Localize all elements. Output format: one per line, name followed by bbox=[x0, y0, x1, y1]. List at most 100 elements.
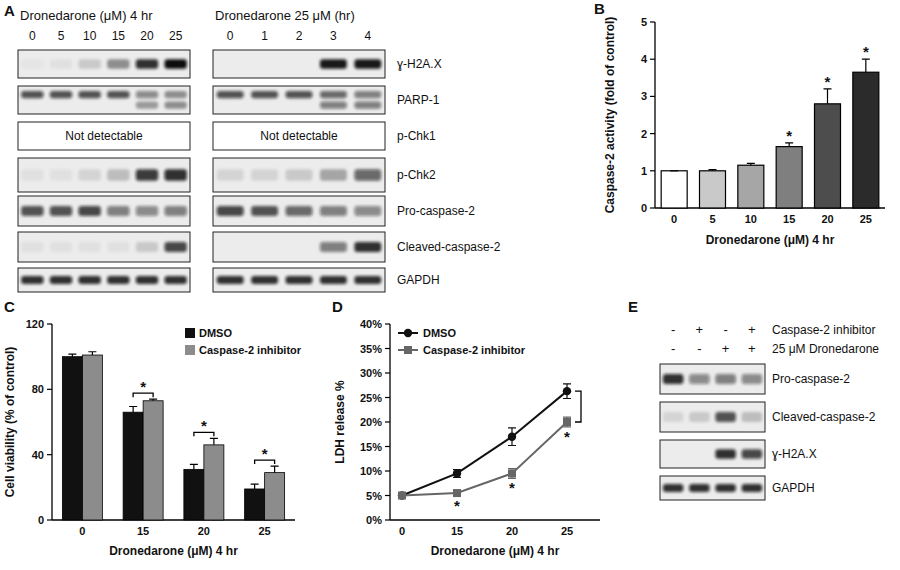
error-bar bbox=[747, 163, 755, 165]
x-tick-label: 0 bbox=[79, 525, 85, 537]
bar bbox=[62, 357, 82, 520]
blot-band bbox=[354, 276, 381, 284]
blot-band bbox=[286, 206, 313, 216]
blot-band bbox=[164, 59, 186, 69]
y-tick-label: 0 bbox=[641, 202, 647, 214]
blot-band bbox=[320, 276, 347, 284]
plot-area bbox=[62, 352, 284, 520]
y-tick bbox=[385, 470, 390, 471]
marker bbox=[563, 387, 571, 395]
legend-entry: Caspase-2 inhibitor bbox=[423, 344, 526, 356]
blot-band bbox=[50, 242, 72, 252]
blot-box bbox=[213, 122, 385, 150]
blot-box bbox=[213, 232, 385, 262]
y-tick bbox=[385, 446, 390, 447]
x-tick-label: 25 bbox=[259, 525, 271, 537]
x-tick-label: 15 bbox=[137, 525, 149, 537]
marker bbox=[508, 433, 516, 441]
blot-band bbox=[164, 276, 186, 284]
blot-band bbox=[21, 206, 43, 216]
blot-band bbox=[50, 206, 72, 216]
significance-bracket bbox=[575, 391, 581, 422]
bar bbox=[815, 104, 841, 208]
lane-label: 1 bbox=[261, 29, 268, 43]
y-tick bbox=[650, 59, 655, 60]
blot-band bbox=[107, 206, 129, 216]
y-tick bbox=[385, 519, 390, 520]
y-tick bbox=[385, 421, 390, 422]
blot-box bbox=[213, 50, 385, 78]
x-tick-label: 20 bbox=[506, 525, 518, 537]
y-tick bbox=[385, 495, 390, 496]
marker bbox=[453, 469, 461, 477]
blot-band bbox=[320, 101, 347, 108]
legend-entry: Caspase-2 inhibitor bbox=[199, 344, 302, 356]
row-label: GAPDH bbox=[772, 481, 815, 495]
blot-band bbox=[286, 276, 313, 284]
blot-band bbox=[164, 169, 186, 181]
condition-sign: + bbox=[748, 341, 756, 356]
blot-box bbox=[18, 122, 190, 150]
lane-label: 5 bbox=[58, 29, 65, 43]
row-label: Cleaved-caspase-2 bbox=[772, 410, 876, 424]
blot-band bbox=[251, 91, 278, 98]
blot-band bbox=[689, 484, 709, 492]
blot-band bbox=[354, 206, 381, 216]
blot-band bbox=[136, 169, 158, 181]
y-tick-label: 3 bbox=[641, 90, 647, 102]
significance-mark: * bbox=[140, 378, 146, 395]
legend-marker bbox=[404, 329, 412, 337]
y-tick bbox=[47, 519, 52, 520]
x-tick-label: 25 bbox=[860, 213, 872, 225]
blot-band bbox=[742, 449, 762, 459]
y-tick bbox=[650, 21, 655, 22]
blot-band bbox=[742, 484, 762, 492]
blot-band bbox=[78, 59, 100, 69]
y-axis bbox=[51, 324, 52, 520]
legend-swatch bbox=[185, 345, 195, 355]
blot-row bbox=[213, 268, 385, 292]
lane-label: 2 bbox=[296, 29, 303, 43]
blot-header: Dronedarone (μM) 4 hr bbox=[20, 8, 153, 23]
blot-box bbox=[213, 196, 385, 226]
blot-band bbox=[217, 242, 244, 252]
y-tick-label: 0 bbox=[38, 514, 44, 526]
y-tick bbox=[650, 133, 655, 134]
y-tick-label: 5 bbox=[641, 16, 647, 28]
blot-band bbox=[21, 242, 43, 252]
blot-band bbox=[164, 206, 186, 216]
blot-band bbox=[21, 91, 43, 98]
blot-row bbox=[213, 232, 385, 262]
condition-label: 25 μM Dronedarone bbox=[772, 342, 879, 356]
panel-label: B bbox=[594, 0, 605, 17]
blot-band bbox=[136, 242, 158, 252]
blot-row bbox=[660, 440, 765, 468]
blot-row bbox=[18, 268, 190, 292]
blot-band bbox=[251, 206, 278, 216]
y-axis bbox=[654, 22, 655, 208]
error-bar bbox=[670, 170, 678, 171]
marker bbox=[398, 492, 406, 500]
blot-band bbox=[50, 91, 72, 98]
blot-band bbox=[286, 242, 313, 252]
significance-mark: * bbox=[863, 43, 869, 60]
x-tick-label: 0 bbox=[399, 525, 405, 537]
blot-row bbox=[213, 196, 385, 226]
bar bbox=[661, 171, 687, 208]
blot-band bbox=[50, 59, 72, 69]
blot-band bbox=[217, 276, 244, 284]
blot-band bbox=[663, 484, 683, 492]
error-bar bbox=[68, 354, 76, 356]
blot-box bbox=[660, 440, 765, 468]
blot-row bbox=[213, 50, 385, 78]
y-axis-title: LDH release % bbox=[333, 380, 347, 464]
blot-box bbox=[660, 364, 765, 394]
y-axis-title: Cell viability (% of control) bbox=[3, 347, 17, 498]
significance-mark: * bbox=[825, 73, 831, 90]
error-bar bbox=[508, 469, 516, 479]
blot-band bbox=[663, 449, 683, 459]
panel-label: C bbox=[4, 298, 15, 315]
blot-band bbox=[78, 169, 100, 181]
row-label: PARP-1 bbox=[397, 93, 440, 107]
row-label: p-Chk1 bbox=[397, 129, 436, 143]
